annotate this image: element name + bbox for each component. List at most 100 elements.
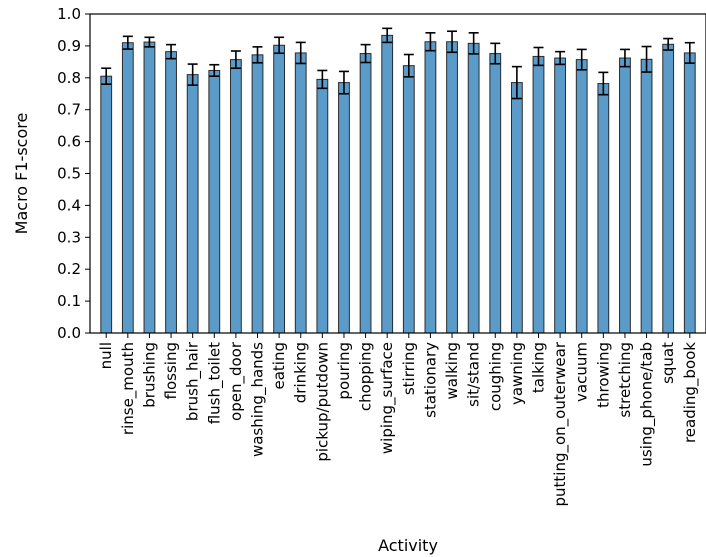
error-bar-pickup-putdown <box>317 69 328 90</box>
plot-frame <box>89 13 706 334</box>
bar-eating <box>273 44 286 334</box>
error-bar-coughing <box>490 42 501 65</box>
y-tick-label: 0.1 <box>57 292 81 310</box>
bar-open-door <box>229 59 242 334</box>
error-bar-stirring <box>403 53 414 78</box>
x-tick-label: stirring <box>400 342 418 395</box>
x-tick-label: reading_book <box>681 342 700 443</box>
error-bar-talking <box>533 46 544 67</box>
bar-flush-toilet <box>208 69 221 334</box>
bar-brush-hair <box>186 74 199 334</box>
x-tick-label: coughing <box>486 342 504 411</box>
x-tick-label: yawning <box>508 342 526 405</box>
bar-using-phone-tab <box>640 58 653 334</box>
bar-walking <box>446 41 458 334</box>
error-bar-squat <box>663 37 674 51</box>
x-axis: null rinse_mouth brushing flossing brush_hai… <box>97 333 700 507</box>
x-tick-label: null <box>97 342 115 369</box>
error-bar-sit-stand <box>468 32 479 55</box>
x-tick-label: brush_hair <box>184 341 203 421</box>
x-tick-label: putting_on_outerwear <box>551 341 570 506</box>
x-tick-label: sit/stand <box>465 342 483 407</box>
error-bar-chopping <box>360 43 371 64</box>
error-bar-washing-hands <box>252 46 263 64</box>
x-tick-label: vacuum <box>573 342 591 402</box>
y-tick-label: 0.2 <box>57 260 81 278</box>
y-tick-label: 0.4 <box>57 196 81 214</box>
bar-stationary <box>424 41 437 334</box>
x-tick-label: brushing <box>140 342 158 408</box>
bar-rinse-mouth <box>121 42 134 334</box>
bar-yawning <box>510 82 523 334</box>
x-tick-label: washing_hands <box>249 342 268 457</box>
error-bars <box>101 27 695 100</box>
bar-stretching <box>619 57 631 334</box>
bar-talking <box>532 55 545 334</box>
error-bar-brush-hair <box>187 63 198 86</box>
bar-pouring <box>338 82 350 334</box>
bar-flossing <box>165 51 177 334</box>
y-tick-label: 0.8 <box>57 69 81 87</box>
error-bar-vacuum <box>576 48 587 71</box>
error-bar-eating <box>274 36 285 55</box>
bar-vacuum <box>575 59 588 334</box>
x-axis-label: Activity <box>378 536 438 555</box>
bar-pickup-putdown <box>316 78 329 334</box>
error-bar-stretching <box>619 48 630 68</box>
x-tick-label: pickup/putdown <box>313 342 331 462</box>
bar-reading-book <box>683 52 696 334</box>
bar-brushing <box>143 41 156 334</box>
bar-sit-stand <box>467 42 480 334</box>
error-bar-reading-book <box>684 41 695 64</box>
y-tick-label: 0.5 <box>57 165 81 183</box>
y-tick-label: 0.3 <box>57 228 81 246</box>
error-bar-brushing <box>144 36 155 48</box>
y-tick-label: 0.9 <box>57 37 81 55</box>
x-tick-label: wiping_surface <box>378 342 397 454</box>
error-bar-throwing <box>598 71 609 96</box>
error-bar-stationary <box>425 32 436 52</box>
bar-coughing <box>489 53 502 334</box>
bars <box>100 34 696 334</box>
x-tick-label: open_door <box>227 341 246 421</box>
bar-stirring <box>402 65 415 334</box>
error-bar-open-door <box>230 50 241 70</box>
error-bar-drinking <box>295 41 306 65</box>
bar-squat <box>662 43 675 334</box>
x-tick-label: squat <box>659 342 677 384</box>
y-tick-label: 0.7 <box>57 101 81 119</box>
bar-washing-hands <box>251 54 264 334</box>
x-tick-label: eating <box>270 342 288 390</box>
bar-putting-on-outerwear <box>554 57 567 334</box>
error-bar-using-phone-tab <box>641 45 652 73</box>
x-tick-label: drinking <box>292 342 310 403</box>
y-tick-label: 1.0 <box>57 5 81 23</box>
x-tick-label: pouring <box>335 342 353 400</box>
error-bar-putting-on-outerwear <box>555 50 566 66</box>
error-bar-wiping-surface <box>382 27 393 44</box>
y-axis: 0.0 0.1 0.2 0.3 0.4 0.5 0.6 0.7 0.8 0.9 1.0 <box>57 5 90 342</box>
x-tick-label: flush_toilet <box>205 342 224 424</box>
x-tick-label: rinse_mouth <box>119 342 138 435</box>
bar-chopping <box>359 53 372 334</box>
bar-null <box>100 75 113 334</box>
bar-throwing <box>597 83 610 334</box>
error-bar-yawning <box>511 65 522 100</box>
x-tick-label: stretching <box>616 342 634 418</box>
error-bar-walking <box>447 30 458 54</box>
x-tick-label: walking <box>443 342 461 400</box>
error-bar-pouring <box>338 70 349 95</box>
bar-wiping-surface <box>381 34 394 334</box>
y-axis-label: Macro F1-score <box>12 113 31 235</box>
x-tick-label: talking <box>529 342 547 393</box>
x-tick-label: chopping <box>357 342 375 411</box>
error-bar-flossing <box>166 43 177 60</box>
x-tick-label: using_phone/tab <box>638 342 657 467</box>
error-bar-null <box>101 67 112 85</box>
x-tick-label: stationary <box>421 342 439 418</box>
x-tick-label: throwing <box>594 342 612 408</box>
y-tick-label: 0.0 <box>57 324 81 342</box>
x-tick-label: flossing <box>162 342 180 399</box>
y-tick-label: 0.6 <box>57 133 81 151</box>
